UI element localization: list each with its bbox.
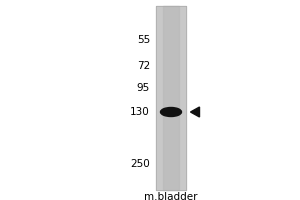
Polygon shape xyxy=(190,107,200,117)
Bar xyxy=(163,6,179,190)
Text: 130: 130 xyxy=(130,107,150,117)
Bar xyxy=(156,6,186,190)
Text: 250: 250 xyxy=(130,159,150,169)
Text: 95: 95 xyxy=(137,83,150,93)
Ellipse shape xyxy=(160,108,182,116)
Text: m.bladder: m.bladder xyxy=(144,192,198,200)
Text: 72: 72 xyxy=(137,61,150,71)
Text: 55: 55 xyxy=(137,35,150,45)
